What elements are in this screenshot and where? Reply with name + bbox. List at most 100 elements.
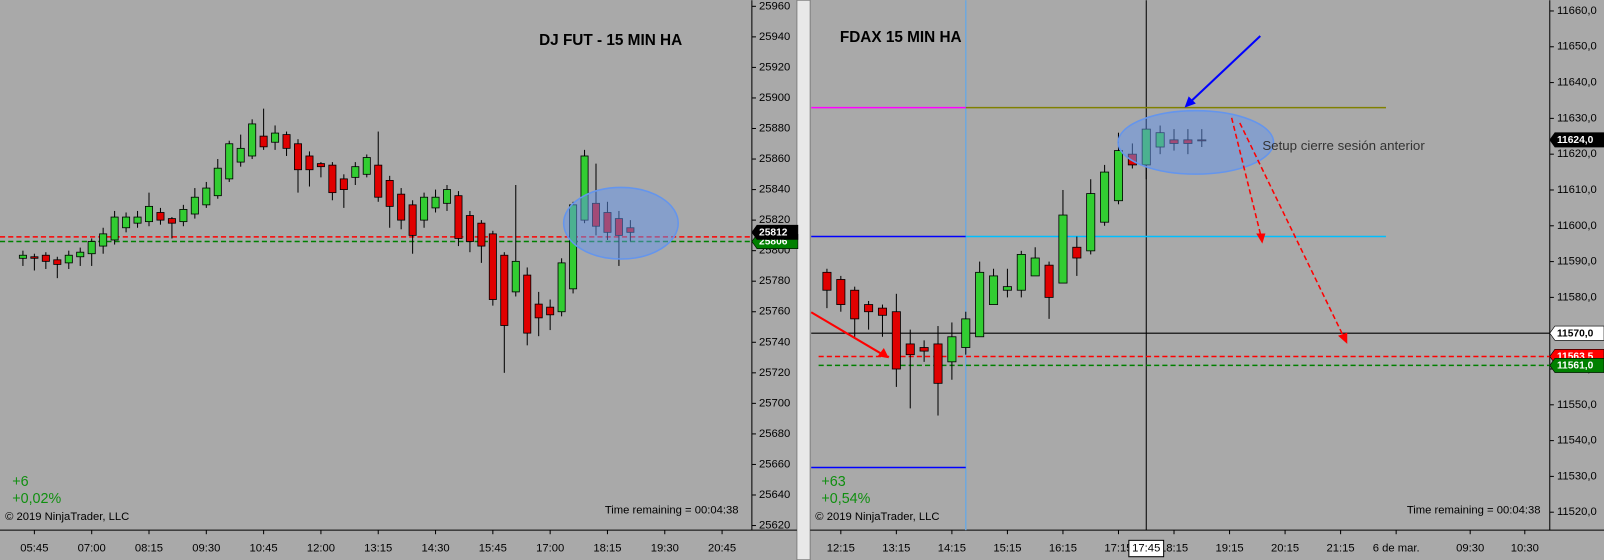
candle-body (891, 311, 901, 370)
candle-body (961, 318, 971, 348)
x-tick-label: 15:45 (479, 542, 507, 554)
y-tick-label: 11660,0 (1557, 5, 1597, 17)
chart-title: DJ FUT - 15 MIN HA (539, 32, 682, 49)
x-tick-label: 10:30 (1511, 542, 1539, 554)
candle-body (385, 180, 394, 207)
x-tick-label: 16:15 (1049, 542, 1077, 554)
candle-body (122, 216, 131, 229)
arrow-head (1338, 332, 1348, 344)
copyright: © 2019 NinjaTrader, LLC (815, 511, 939, 523)
time-remaining: Time remaining = 00:04:38 (1407, 505, 1541, 517)
arrow (1230, 117, 1263, 238)
y-tick-label: 11620,0 (1557, 148, 1597, 160)
x-tick-label: 12:00 (307, 542, 335, 554)
y-tick-label: 25720 (759, 367, 790, 379)
candle-body (76, 251, 85, 258)
candle-body (202, 187, 211, 206)
x-tick-label: 19:30 (651, 542, 679, 554)
y-tick-label: 11550,0 (1557, 399, 1597, 411)
time-remaining: Time remaining = 00:04:38 (605, 505, 739, 517)
change: +6 (12, 474, 28, 490)
candle-body (557, 262, 566, 313)
candle-body (328, 164, 337, 194)
x-tick-label: 09:30 (1456, 542, 1484, 554)
y-tick-label: 25920 (759, 61, 790, 73)
candle-body (1086, 193, 1096, 252)
y-tick-label: 11630,0 (1557, 112, 1597, 124)
candle-body (41, 254, 50, 262)
price-marker-label: 25806 (759, 237, 788, 248)
candle-body (397, 193, 406, 221)
candle-body (420, 196, 429, 221)
x-tick-label: 17:00 (536, 542, 564, 554)
candle-body (316, 163, 325, 168)
annotation: Setup cierre sesión anterior (1262, 138, 1425, 153)
candle-body (271, 132, 280, 143)
candle-body (305, 155, 314, 171)
x-tick-label: 05:45 (20, 542, 48, 554)
arrow-head (877, 348, 889, 359)
candle-body (64, 254, 73, 264)
price-marker-label: 25812 (759, 228, 788, 239)
arrow (1187, 35, 1261, 105)
y-tick-label: 25740 (759, 336, 790, 348)
candle-body (87, 241, 96, 255)
x-tick-label: 20:45 (708, 542, 736, 554)
candle-body (546, 306, 555, 316)
candle-body (864, 304, 874, 313)
candle-body (850, 289, 860, 320)
chart-title: FDAX 15 MIN HA (840, 29, 962, 46)
candle-body (282, 134, 291, 149)
x-tick-label: 14:30 (421, 542, 449, 554)
candle-body (133, 216, 142, 224)
candle-body (919, 347, 929, 352)
candle-body (933, 343, 943, 384)
y-tick-label: 11610,0 (1557, 184, 1597, 196)
x-tick-label: 14:15 (938, 542, 966, 554)
x-tick-label: 17:15 (1104, 542, 1132, 554)
candle-body (1044, 264, 1054, 298)
price-marker-label: 11624,0 (1557, 135, 1594, 146)
candle-body (167, 218, 176, 224)
arrow (810, 311, 885, 357)
x-tick-label: 18:15 (1160, 542, 1188, 554)
candle-body (454, 195, 463, 239)
panel-divider (796, 0, 811, 560)
arrow (1239, 122, 1345, 339)
y-tick-label: 11650,0 (1557, 41, 1597, 53)
candle-body (30, 256, 39, 259)
candle-body (1113, 150, 1123, 202)
candle-body (236, 147, 245, 163)
candle-body (190, 196, 199, 215)
candle-body (1002, 286, 1012, 291)
y-tick-label: 25780 (759, 275, 790, 287)
highlight-ellipse (1117, 109, 1275, 175)
candle-body (18, 254, 27, 259)
x-tick-label: 07:00 (78, 542, 106, 554)
y-tick-label: 25700 (759, 397, 790, 409)
candle-body (836, 279, 846, 305)
candle-body (443, 189, 451, 204)
y-tick-label: 11520,0 (1557, 506, 1597, 518)
y-tick-label: 25620 (759, 520, 790, 532)
x-tick-label: 15:15 (993, 542, 1021, 554)
candle-body (1016, 254, 1026, 291)
x-tick-label: 20:15 (1271, 542, 1299, 554)
y-tick-label: 25940 (759, 31, 790, 43)
candle-body (431, 196, 440, 209)
y-tick-label: 11580,0 (1557, 291, 1597, 303)
candle-body (488, 233, 497, 300)
candle-body (500, 254, 509, 326)
copyright: © 2019 NinjaTrader, LLC (5, 511, 129, 523)
y-tick-label: 25960 (759, 0, 790, 12)
x-tick-label: 19:15 (1215, 542, 1243, 554)
candle-body (179, 209, 188, 223)
candle-body (1030, 257, 1040, 277)
candle-body (362, 157, 371, 175)
axis-labels: 25620 25640 25660 25680 25700 25720 25740 25760… (20, 0, 1604, 558)
candle-body (534, 303, 543, 319)
change-percent: +0,02% (12, 491, 61, 507)
y-tick-label: 11540,0 (1557, 435, 1597, 447)
